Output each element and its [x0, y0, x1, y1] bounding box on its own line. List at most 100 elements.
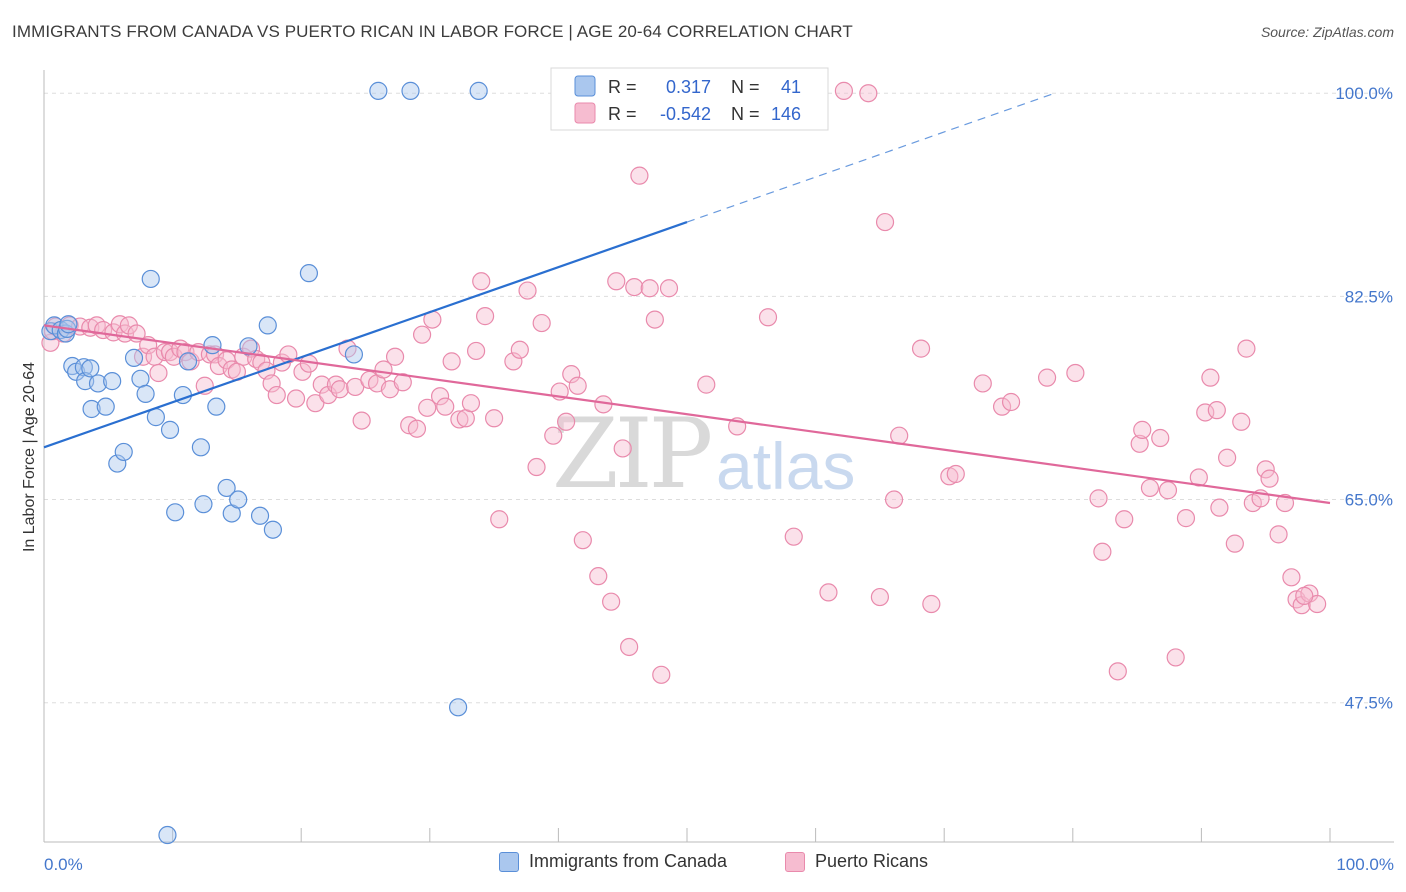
- puerto-ricans-point-125: [1158, 481, 1178, 500]
- puerto-ricans-point-83: [568, 376, 587, 395]
- y-axis-label: In Labor Force | Age 20-64: [21, 362, 38, 552]
- puerto-ricans-point-101: [819, 583, 838, 602]
- puerto-ricans-point-84: [573, 531, 592, 550]
- canada-point-17: [124, 348, 144, 368]
- puerto-ricans-point-132: [1210, 498, 1229, 517]
- canada-point-38: [344, 345, 364, 364]
- puerto-ricans-point-71: [475, 307, 495, 326]
- canada-trend-line: [43, 221, 688, 449]
- legend-r-value-2: -0.542: [660, 104, 711, 124]
- puerto-ricans-point-95: [652, 665, 671, 684]
- canada-point-12: [88, 374, 108, 393]
- puerto-ricans-point-99: [758, 308, 778, 327]
- puerto-ricans-point-147: [1308, 594, 1327, 614]
- puerto-ricans-point-135: [1232, 412, 1251, 431]
- puerto-ricans-point-41: [286, 389, 306, 408]
- legend-n-label-2: N =: [731, 104, 760, 124]
- puerto-ricans-point-113: [992, 397, 1012, 416]
- canada-point-18: [131, 369, 150, 388]
- canada-point-34: [250, 506, 270, 525]
- puerto-ricans-point-96: [659, 279, 679, 298]
- puerto-ricans-point-105: [875, 212, 895, 232]
- canada-point-13: [96, 397, 115, 416]
- puerto-ricans-point-77: [527, 457, 546, 477]
- puerto-ricans-point-69: [466, 341, 486, 361]
- puerto-ricans-point-119: [1108, 662, 1127, 681]
- puerto-ricans-point-76: [518, 281, 537, 300]
- puerto-ricans-point-121: [1130, 434, 1149, 453]
- canada-point-28: [203, 336, 222, 355]
- trend-lines: [43, 92, 1331, 505]
- x-tick-marks: [172, 828, 1331, 842]
- puerto-ricans-point-116: [1066, 363, 1085, 383]
- canada-point-39: [369, 81, 388, 100]
- puerto-ricans-point-111: [946, 464, 965, 484]
- puerto-ricans-point-61: [418, 398, 437, 417]
- grid-lines: [44, 92, 1394, 704]
- puerto-ricans-point-72: [485, 409, 504, 428]
- puerto-ricans-point-59: [407, 419, 427, 438]
- puerto-ricans-point-130: [1201, 368, 1220, 387]
- axes: [43, 70, 1394, 843]
- puerto-ricans-point-64: [436, 397, 455, 416]
- puerto-ricans-point-63: [430, 387, 450, 406]
- puerto-ricans-point-136: [1237, 339, 1256, 358]
- puerto-ricans-point-123: [1140, 478, 1160, 498]
- puerto-ricans-point-82: [562, 365, 581, 384]
- canada-point-37: [299, 264, 319, 283]
- canada-point-32: [229, 490, 248, 509]
- puerto-ricans-point-104: [870, 587, 890, 607]
- puerto-ricans-point-134: [1225, 534, 1244, 553]
- puerto-ricans-point-44: [306, 394, 325, 413]
- legend-r-label-2: R =: [608, 104, 637, 124]
- canada-point-22: [160, 420, 180, 439]
- canada-points: [41, 81, 488, 845]
- x-tick-label-start: 0.0%: [44, 855, 83, 874]
- puerto-ricans-point-91: [625, 277, 644, 297]
- puerto-ricans-point-103: [859, 84, 878, 103]
- puerto-ricans-points: [41, 81, 1327, 684]
- legend-swatch-canada-bottom: [499, 851, 519, 872]
- canada-point-40: [401, 81, 420, 100]
- puerto-ricans-point-127: [1176, 509, 1196, 528]
- y-tick-label-2: 82.5%: [1345, 287, 1393, 306]
- puerto-ricans-point-102: [834, 81, 853, 100]
- puerto-ricans-point-124: [1151, 428, 1170, 448]
- legend-item-puerto-ricans[interactable]: Puerto Ricans: [785, 851, 928, 872]
- x-tick-label-end: 100.0%: [1336, 855, 1394, 874]
- puerto-ricans-point-92: [630, 166, 649, 185]
- puerto-ricans-point-93: [640, 279, 659, 298]
- puerto-ricans-point-68: [461, 394, 481, 413]
- puerto-ricans-point-90: [620, 637, 639, 657]
- legend-label-puerto-ricans: Puerto Ricans: [815, 851, 929, 871]
- puerto-ricans-point-85: [589, 567, 608, 586]
- puerto-ricans-point-131: [1207, 401, 1226, 420]
- puerto-ricans-point-73: [490, 510, 509, 529]
- puerto-ricans-point-120: [1115, 510, 1134, 529]
- puerto-ricans-point-51: [352, 411, 371, 430]
- legend-item-canada[interactable]: Immigrants from Canada: [499, 851, 727, 872]
- puerto-ricans-point-129: [1196, 403, 1215, 422]
- canada-point-23: [166, 503, 185, 522]
- puerto-ricans-point-18: [155, 342, 174, 362]
- canada-trend-line-extension: [686, 92, 1055, 223]
- chart-title: IMMIGRANTS FROM CANADA VS PUERTO RICAN I…: [12, 22, 853, 41]
- legend-n-value-2: 146: [771, 104, 801, 124]
- puerto-ricans-point-133: [1218, 448, 1237, 467]
- puerto-ricans-point-81: [557, 412, 576, 431]
- legend-swatch-puerto-ricans-bottom: [785, 851, 805, 872]
- y-tick-label-3: 100.0%: [1335, 84, 1393, 103]
- canada-point-15: [108, 454, 127, 473]
- legend-r-value-1: 0.317: [666, 77, 711, 97]
- puerto-ricans-point-118: [1093, 542, 1112, 561]
- puerto-ricans-point-97: [697, 375, 716, 394]
- y-tick-label-1: 65.0%: [1345, 491, 1393, 510]
- puerto-ricans-point-37: [262, 374, 281, 393]
- canada-point-16: [114, 442, 133, 462]
- puerto-ricans-point-17: [149, 363, 168, 383]
- puerto-ricans-point-70: [472, 272, 491, 291]
- puerto-ricans-point-106: [884, 490, 904, 509]
- puerto-ricans-point-87: [602, 592, 621, 611]
- puerto-ricans-point-126: [1166, 648, 1185, 667]
